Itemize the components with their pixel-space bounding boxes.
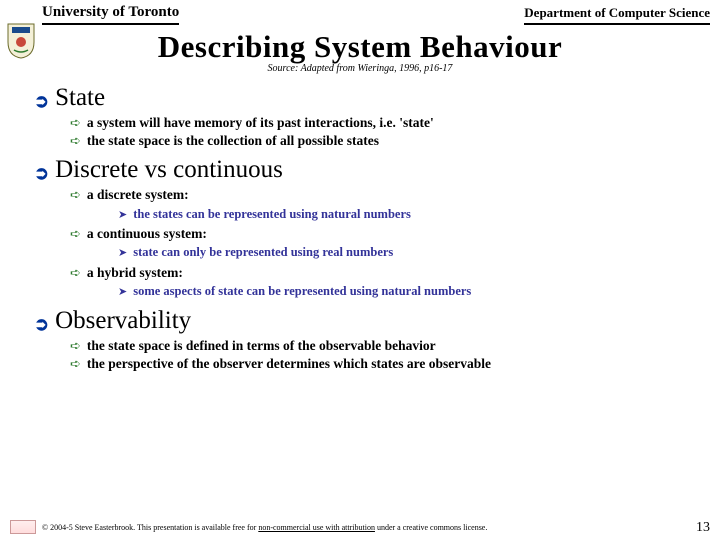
chevron-bullet-icon: ➤ xyxy=(118,208,127,223)
university-name: University of Toronto xyxy=(42,4,179,25)
section-heading: ➲ Observability xyxy=(34,307,702,335)
header: University of Toronto Department of Comp… xyxy=(0,0,720,25)
arrow-bullet-icon: ➲ xyxy=(34,315,49,333)
item-text: some aspects of state can be represented… xyxy=(133,283,471,301)
item-text: a discrete system: xyxy=(87,186,189,204)
sub-sub-list: ➤ the states can be represented using na… xyxy=(70,206,702,224)
list-item: ➪ a discrete system: xyxy=(70,186,702,204)
item-text: the state space is the collection of all… xyxy=(87,132,379,150)
sub-list: ➪ the state space is defined in terms of… xyxy=(34,337,702,373)
item-text: the states can be represented using natu… xyxy=(133,206,411,224)
list-item: ➪ a system will have memory of its past … xyxy=(70,114,702,132)
list-item: ➤ state can only be represented using re… xyxy=(118,244,702,262)
hand-bullet-icon: ➪ xyxy=(70,225,81,243)
section-title-text: Observability xyxy=(55,307,191,335)
copyright-link: non-commercial use with attribution xyxy=(258,523,375,532)
list-item: ➤ the states can be represented using na… xyxy=(118,206,702,224)
section-observability: ➲ Observability ➪ the state space is def… xyxy=(34,307,702,373)
item-text: a system will have memory of its past in… xyxy=(87,114,434,132)
section-title-text: State xyxy=(55,84,105,112)
arrow-bullet-icon: ➲ xyxy=(34,92,49,110)
item-text: the perspective of the observer determin… xyxy=(87,355,491,373)
hand-bullet-icon: ➪ xyxy=(70,186,81,204)
sub-sub-list: ➤ some aspects of state can be represent… xyxy=(70,283,702,301)
copyright-post: under a creative commons license. xyxy=(375,523,487,532)
footer: © 2004-5 Steve Easterbrook. This present… xyxy=(0,520,720,534)
university-crest-icon xyxy=(6,22,36,60)
content-area: ➲ State ➪ a system will have memory of i… xyxy=(0,74,720,373)
department-name: Department of Computer Science xyxy=(524,5,710,25)
list-item: ➤ some aspects of state can be represent… xyxy=(118,283,702,301)
hand-bullet-icon: ➪ xyxy=(70,264,81,282)
list-item: ➪ the state space is defined in terms of… xyxy=(70,337,702,355)
sub-list: ➪ a system will have memory of its past … xyxy=(34,114,702,150)
list-item: ➪ a continuous system: xyxy=(70,225,702,243)
chevron-bullet-icon: ➤ xyxy=(118,246,127,261)
copyright-pre: © 2004-5 Steve Easterbrook. This present… xyxy=(42,523,258,532)
hand-bullet-icon: ➪ xyxy=(70,114,81,132)
list-item: ➪ a hybrid system: xyxy=(70,264,702,282)
slide-title: Describing System Behaviour xyxy=(0,29,720,65)
section-heading: ➲ Discrete vs continuous xyxy=(34,156,702,184)
section-heading: ➲ State xyxy=(34,84,702,112)
item-text: state can only be represented using real… xyxy=(133,244,393,262)
copyright-text: © 2004-5 Steve Easterbrook. This present… xyxy=(42,523,710,532)
section-state: ➲ State ➪ a system will have memory of i… xyxy=(34,84,702,150)
source-citation: Source: Adapted from Wieringa, 1996, p16… xyxy=(0,63,720,74)
item-text: a continuous system: xyxy=(87,225,207,243)
item-text: the state space is defined in terms of t… xyxy=(87,337,436,355)
section-title-text: Discrete vs continuous xyxy=(55,156,283,184)
slide: University of Toronto Department of Comp… xyxy=(0,0,720,540)
hand-bullet-icon: ➪ xyxy=(70,355,81,373)
section-discrete: ➲ Discrete vs continuous ➪ a discrete sy… xyxy=(34,156,702,300)
arrow-bullet-icon: ➲ xyxy=(34,164,49,182)
page-number: 13 xyxy=(696,520,710,536)
item-text: a hybrid system: xyxy=(87,264,183,282)
hand-bullet-icon: ➪ xyxy=(70,337,81,355)
list-item: ➪ the perspective of the observer determ… xyxy=(70,355,702,373)
cc-license-icon xyxy=(10,520,36,534)
hand-bullet-icon: ➪ xyxy=(70,132,81,150)
sub-list: ➪ a discrete system: ➤ the states can be… xyxy=(34,186,702,300)
list-item: ➪ the state space is the collection of a… xyxy=(70,132,702,150)
sub-sub-list: ➤ state can only be represented using re… xyxy=(70,244,702,262)
chevron-bullet-icon: ➤ xyxy=(118,285,127,300)
